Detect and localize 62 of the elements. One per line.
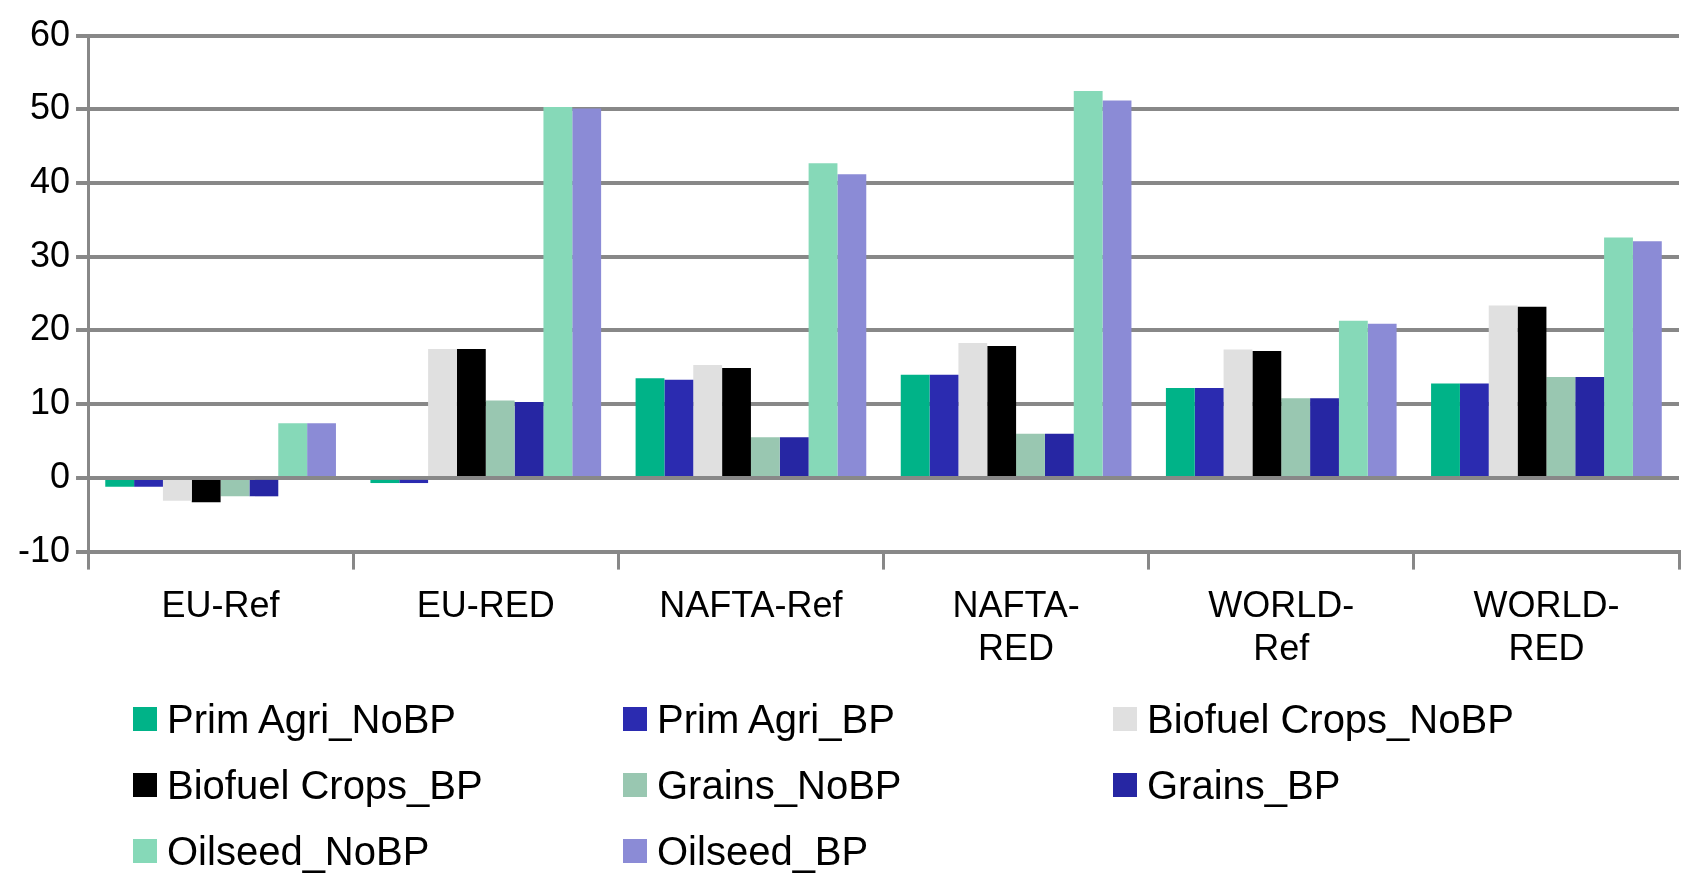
y-tick-label: 10 bbox=[29, 381, 71, 423]
bar bbox=[1546, 376, 1576, 476]
bar bbox=[1338, 320, 1368, 476]
bar bbox=[900, 374, 930, 476]
bar bbox=[1165, 387, 1195, 476]
bar bbox=[1223, 349, 1253, 476]
bar bbox=[664, 379, 694, 476]
bar bbox=[635, 378, 665, 476]
bar bbox=[1604, 237, 1633, 476]
legend-label: Grains_NoBP bbox=[657, 762, 902, 808]
bar bbox=[1459, 383, 1489, 476]
y-tick-label: -10 bbox=[18, 528, 71, 570]
bar bbox=[1310, 398, 1339, 476]
bar bbox=[428, 348, 457, 476]
bar bbox=[750, 437, 780, 476]
bar bbox=[456, 348, 486, 476]
bar bbox=[485, 400, 515, 476]
bar bbox=[1431, 383, 1460, 476]
bar bbox=[1517, 306, 1547, 476]
bar bbox=[1575, 376, 1605, 476]
bar bbox=[1194, 387, 1224, 476]
bar bbox=[1252, 351, 1282, 476]
legend-label: Oilseed_NoBP bbox=[167, 828, 430, 874]
bar bbox=[722, 368, 751, 476]
bar bbox=[779, 437, 809, 476]
bar bbox=[278, 423, 308, 476]
bar bbox=[837, 174, 867, 476]
legend-label: Oilseed_BP bbox=[657, 828, 869, 874]
bar bbox=[1281, 398, 1311, 476]
bar bbox=[1488, 305, 1518, 476]
x-tick-label: NAFTA-Ref bbox=[659, 584, 844, 626]
x-tick-label: NAFTA-RED bbox=[952, 584, 1080, 669]
bar bbox=[307, 423, 336, 476]
bar bbox=[958, 342, 988, 476]
legend-label: Biofuel Crops_BP bbox=[167, 762, 483, 808]
legend-label: Biofuel Crops_NoBP bbox=[1147, 696, 1514, 742]
bar bbox=[987, 345, 1017, 476]
bar bbox=[572, 108, 602, 476]
y-tick-label: 30 bbox=[29, 233, 71, 275]
bar bbox=[1102, 100, 1132, 476]
legend-label: Prim Agri_NoBP bbox=[167, 696, 456, 742]
y-tick-label: 50 bbox=[29, 86, 71, 128]
bar bbox=[543, 107, 573, 476]
bar bbox=[808, 163, 838, 476]
y-tick-label: 20 bbox=[29, 307, 71, 349]
bar bbox=[1367, 323, 1397, 476]
legend-label: Grains_BP bbox=[1147, 762, 1341, 808]
bar bbox=[1016, 433, 1045, 476]
bar bbox=[929, 374, 959, 476]
bar bbox=[514, 401, 544, 476]
y-tick-label: 60 bbox=[29, 12, 71, 54]
bar bbox=[1073, 90, 1103, 476]
y-tick-label: 40 bbox=[29, 159, 71, 201]
x-tick-label: EU-Ref bbox=[161, 584, 281, 626]
x-tick-label: WORLD-RED bbox=[1473, 584, 1620, 669]
bar bbox=[693, 365, 723, 476]
x-tick-label: EU-RED bbox=[416, 584, 555, 626]
y-tick-label: 0 bbox=[50, 454, 71, 496]
x-tick-label: WORLD-Ref bbox=[1208, 584, 1355, 669]
legend-label: Prim Agri_BP bbox=[657, 696, 895, 742]
bar bbox=[1044, 433, 1074, 476]
bar bbox=[1632, 241, 1662, 476]
